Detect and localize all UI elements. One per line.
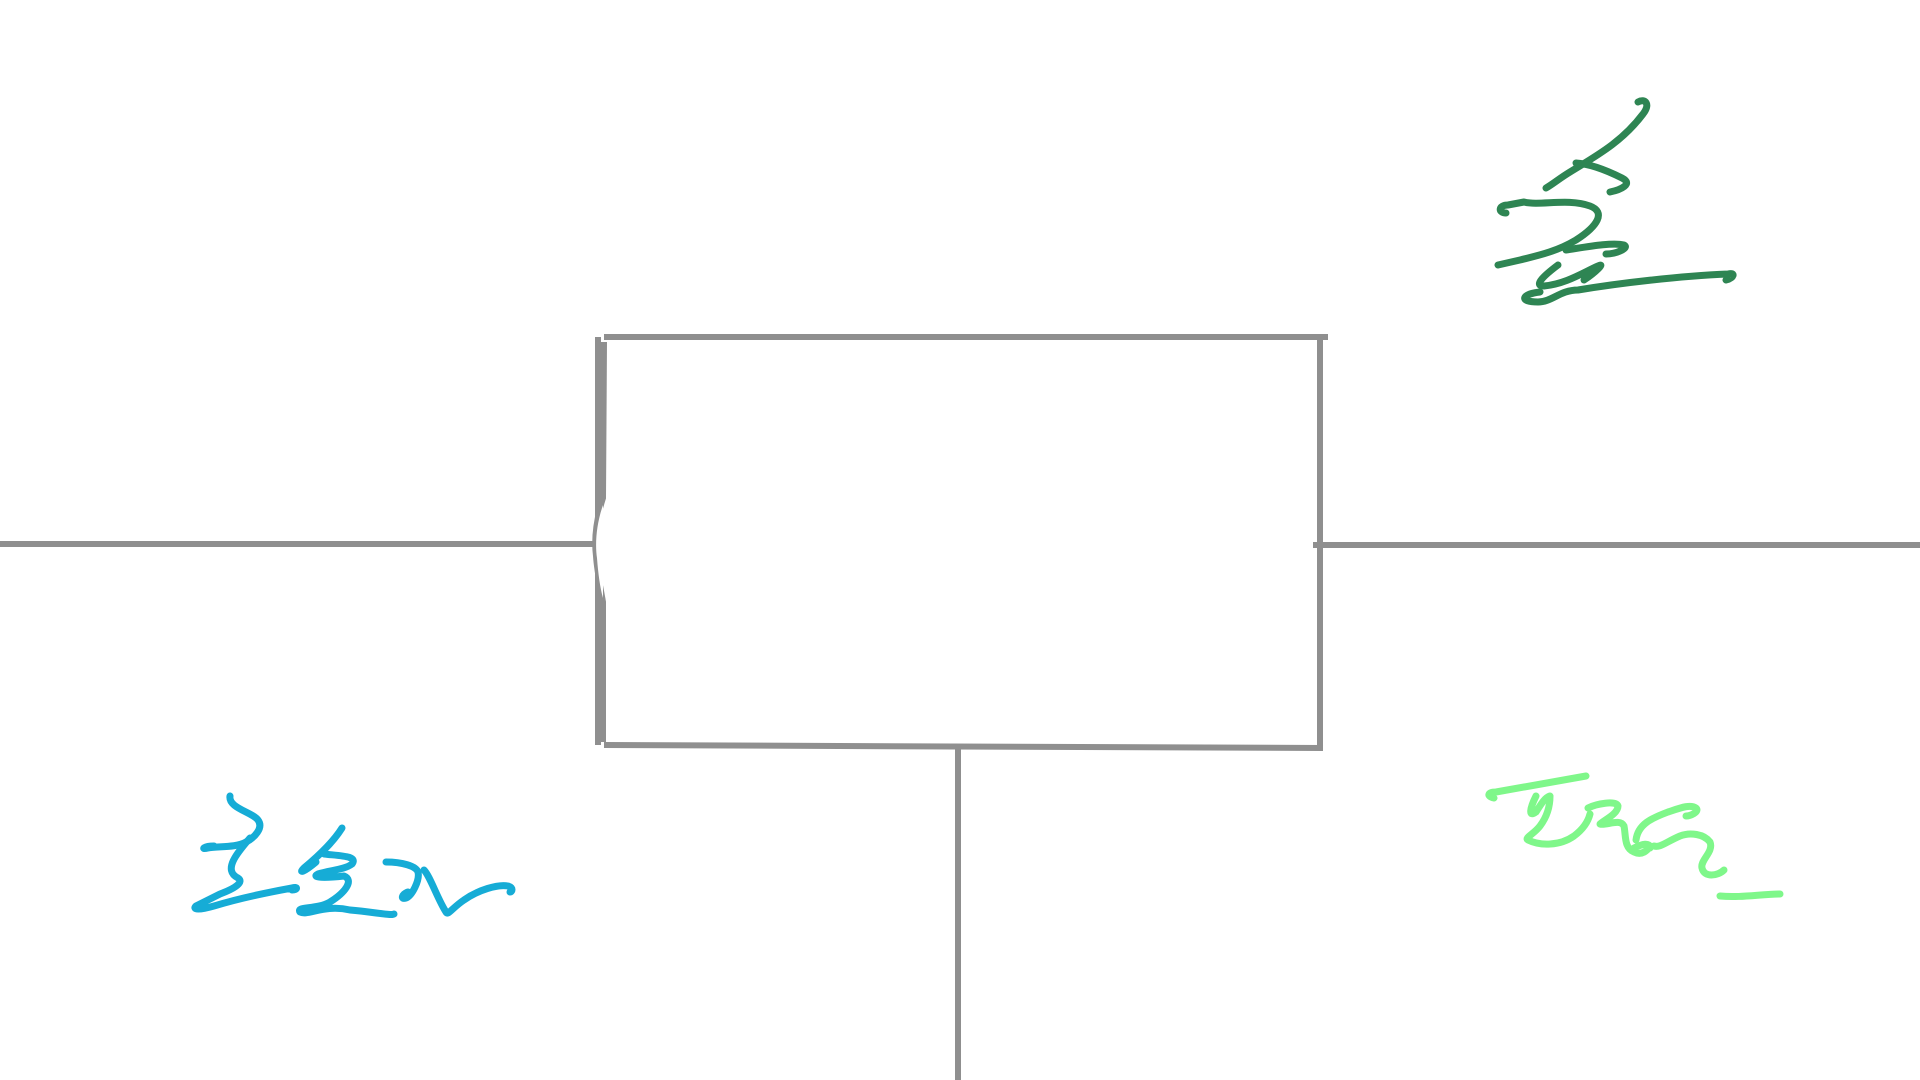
handwritten-label-top-right bbox=[1494, 97, 1737, 306]
handwritten-label-bottom-left bbox=[191, 792, 516, 918]
block-rectangle bbox=[592, 334, 1328, 751]
handwritten-label-bottom-right bbox=[1485, 772, 1784, 901]
block-left-notch bbox=[596, 505, 603, 598]
